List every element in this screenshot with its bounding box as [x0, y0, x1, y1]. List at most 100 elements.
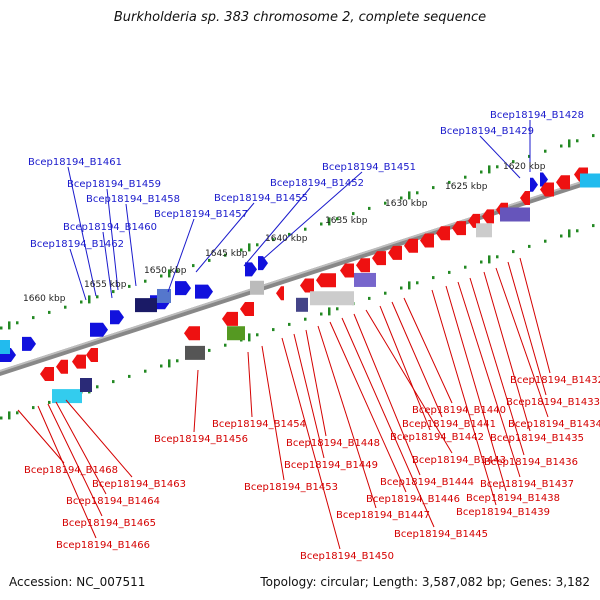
label-leader	[55, 401, 107, 495]
gene-label-bottom: Bcep18194_B1444	[380, 477, 474, 488]
gene-label-bottom: Bcep18194_B1449	[284, 460, 378, 471]
gene-label-top: Bcep18194_B1428	[490, 110, 584, 121]
label-leader	[281, 337, 341, 550]
lower-tick-dot	[112, 380, 115, 384]
upper-tick-major-tick	[248, 243, 251, 252]
label-leader	[37, 405, 97, 539]
reverse-gene-arrow	[540, 182, 554, 197]
gene-label-bottom: Bcep18194_B1439	[456, 507, 550, 518]
lower-tick-dot	[0, 416, 3, 420]
scale-label: 1635 kbp	[325, 216, 368, 226]
feature-box	[250, 280, 264, 295]
feature-box	[500, 207, 530, 222]
lower-tick-dot	[304, 317, 307, 321]
gene-label-top: Bcep18194_B1460	[63, 222, 157, 233]
lower-tick-major-tick	[328, 307, 331, 316]
label-leader	[193, 369, 199, 433]
upper-tick-dot	[96, 295, 99, 299]
gene-label-bottom: Bcep18194_B1432	[510, 375, 600, 386]
lower-tick-dot	[320, 312, 323, 316]
forward-gene-arrow	[245, 262, 257, 277]
lower-tick-dot	[256, 333, 259, 337]
reverse-gene-arrow	[72, 354, 86, 369]
label-leader	[261, 171, 363, 261]
gene-label-bottom: Bcep18194_B1437	[480, 479, 574, 490]
forward-gene-arrow	[110, 310, 124, 325]
upper-tick-dot	[192, 264, 195, 268]
lower-tick-dot	[480, 260, 483, 264]
upper-tick-dot	[544, 149, 547, 153]
upper-tick-dot	[416, 191, 419, 195]
reverse-gene-arrow	[316, 273, 336, 288]
reverse-gene-arrow	[240, 302, 254, 316]
gene-label-top: Bcep18194_B1461	[28, 157, 122, 168]
gene-label-bottom: Bcep18194_B1464	[66, 496, 160, 507]
feature-box	[296, 297, 308, 312]
gene-label-bottom: Bcep18194_B1454	[212, 419, 306, 430]
lower-tick-dot	[336, 307, 339, 311]
label-leader	[243, 187, 311, 267]
feature-box	[0, 340, 10, 354]
forward-gene-arrow	[195, 284, 213, 299]
upper-tick-dot	[336, 217, 339, 221]
lower-tick-dot	[48, 400, 51, 404]
lower-tick-major-tick	[8, 411, 11, 420]
lower-tick-dot	[464, 265, 467, 269]
gene-label-top: Bcep18194_B1458	[86, 194, 180, 205]
lower-tick-dot	[96, 385, 99, 389]
upper-tick-dot	[528, 154, 531, 158]
reverse-gene-arrow	[452, 221, 466, 236]
label-leader	[365, 309, 453, 454]
map-title: Burkholderia sp. 383 chromosome 2, compl…	[113, 10, 487, 25]
feature-box	[227, 326, 245, 341]
upper-tick-dot	[448, 180, 451, 184]
upper-tick-dot	[480, 170, 483, 174]
label-leader	[519, 257, 551, 374]
reverse-gene-arrow	[276, 286, 284, 301]
scale-label: 1650 kbp	[144, 266, 187, 276]
reverse-gene-arrow	[356, 258, 370, 273]
accession-text: Accession: NC_007511	[9, 575, 146, 589]
gene-label-bottom: Bcep18194_B1468	[24, 465, 118, 476]
label-leader	[495, 267, 549, 418]
reverse-gene-arrow	[420, 233, 434, 248]
gene-label-bottom: Bcep18194_B1445	[394, 529, 488, 540]
lower-tick-dot	[432, 276, 435, 280]
upper-tick-dot	[368, 206, 371, 210]
reverse-gene-arrow	[184, 326, 200, 341]
label-leader	[457, 281, 521, 478]
label-leader	[317, 325, 377, 509]
label-leader	[102, 231, 113, 299]
forward-gene-arrow	[175, 281, 191, 296]
leader-layer	[17, 120, 551, 550]
label-leader	[341, 317, 435, 528]
gene-label-bottom: Bcep18194_B1441	[402, 419, 496, 430]
forward-gene-arrow	[258, 256, 268, 271]
gene-label-bottom: Bcep18194_B1463	[92, 479, 186, 490]
lower-tick-dot	[384, 291, 387, 295]
upper-tick-dot	[112, 290, 115, 294]
lower-tick-dot	[224, 343, 227, 347]
lower-tick-dot	[176, 359, 179, 363]
upper-tick-dot	[288, 232, 291, 236]
gene-label-bottom: Bcep18194_B1465	[62, 518, 156, 529]
forward-gene-arrow	[22, 336, 36, 351]
gene-label-bottom: Bcep18194_B1447	[336, 510, 430, 521]
upper-tick-dot	[464, 175, 467, 179]
topology-text: Topology: circular; Length: 3,587,082 bp…	[260, 575, 590, 589]
upper-tick-dot	[48, 310, 51, 314]
upper-tick-major-tick	[168, 269, 171, 278]
upper-tick-dot	[208, 258, 211, 262]
label-leader	[353, 313, 421, 476]
scale-label: 1625 kbp	[445, 182, 488, 192]
gene-label-top: Bcep18194_B1451	[322, 162, 416, 173]
label-leader	[293, 333, 325, 459]
scale-label: 1620 kbp	[503, 162, 546, 172]
gene-label-bottom: Bcep18194_B1448	[286, 438, 380, 449]
label-leader	[125, 203, 137, 287]
gene-label-bottom: Bcep18194_B1453	[244, 482, 338, 493]
label-leader	[47, 403, 103, 517]
feature-box	[354, 272, 376, 287]
lower-tick-dot	[16, 411, 19, 415]
gene-label-bottom: Bcep18194_B1456	[154, 434, 248, 445]
